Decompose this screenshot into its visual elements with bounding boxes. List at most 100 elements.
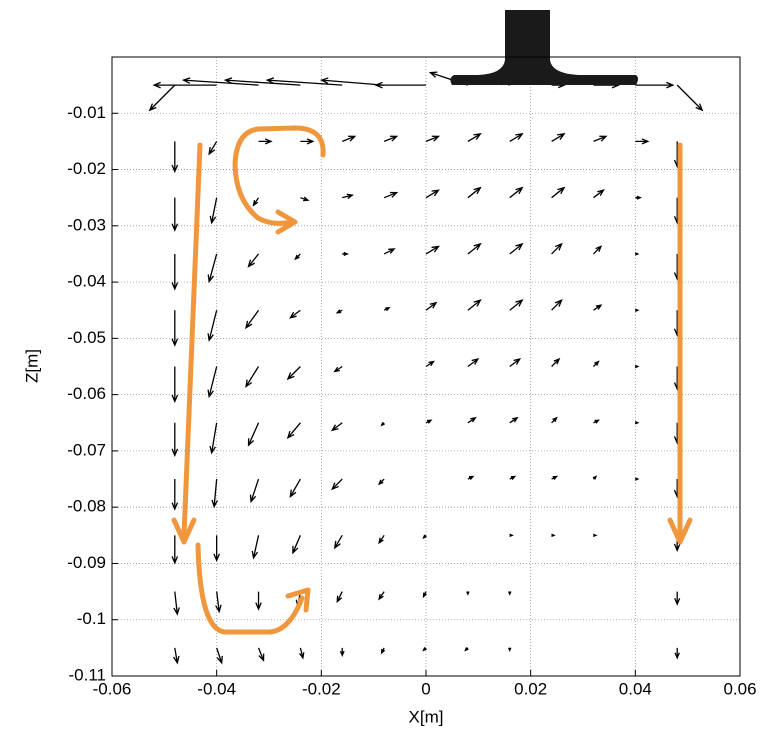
velocity-vector (508, 647, 512, 653)
velocity-vector (333, 534, 343, 550)
velocity-vector (467, 416, 477, 424)
velocity-vector (289, 309, 301, 319)
x-tick-label: 0 (421, 679, 430, 698)
velocity-vector (425, 135, 441, 143)
y-axis-label: Z[m] (22, 349, 41, 383)
velocity-vector (249, 478, 260, 504)
velocity-vector (509, 533, 514, 538)
y-tick-label: -0.08 (67, 497, 106, 516)
velocity-vector (247, 253, 260, 268)
velocity-vector (676, 84, 704, 112)
annotation-arrowhead (285, 587, 311, 613)
velocity-vector (422, 591, 427, 599)
nozzle (450, 10, 638, 85)
velocity-vector (173, 647, 180, 665)
velocity-vector (213, 535, 220, 562)
velocity-vector (171, 197, 179, 232)
velocity-vector (634, 364, 640, 369)
velocity-vector (551, 133, 566, 142)
velocity-vector (551, 242, 563, 255)
velocity-vector (674, 647, 680, 660)
velocity-vector (171, 253, 179, 291)
velocity-vector (171, 366, 179, 404)
y-tick-label: -0.01 (67, 103, 106, 122)
velocity-vector (467, 357, 480, 368)
velocity-vector (634, 252, 640, 256)
velocity-vector (634, 477, 640, 481)
velocity-vector (252, 197, 260, 207)
velocity-vector (422, 647, 427, 652)
velocity-vector (209, 422, 218, 455)
velocity-vector (508, 591, 512, 596)
velocity-vector (342, 193, 354, 200)
velocity-vector (331, 478, 343, 491)
velocity-vector (509, 416, 519, 424)
velocity-vector (374, 81, 426, 89)
velocity-vector (383, 135, 399, 143)
velocity-vector (173, 591, 180, 616)
velocity-vector (300, 138, 315, 145)
velocity-vector (634, 308, 640, 312)
velocity-vector (333, 365, 343, 373)
velocity-vector (286, 366, 301, 381)
velocity-vector (245, 309, 260, 330)
velocity-vector (674, 591, 681, 606)
velocity-vector (383, 248, 396, 255)
velocity-vector (467, 299, 482, 311)
velocity-vector (467, 242, 482, 255)
velocity-vector (509, 357, 522, 368)
velocity-vector (335, 309, 343, 314)
velocity-vector (467, 133, 482, 142)
velocity-vector (425, 245, 440, 255)
velocity-vector (467, 475, 475, 480)
velocity-vector (635, 195, 643, 200)
x-tick-label: -0.04 (197, 679, 236, 698)
annotation-arrow (232, 125, 326, 226)
velocity-vector (592, 475, 598, 480)
velocity-vector (509, 186, 524, 199)
velocity-vector (209, 197, 218, 225)
annotation-arrowhead (275, 209, 298, 235)
velocity-vector (593, 304, 603, 311)
x-tick-label: -0.02 (302, 679, 341, 698)
velocity-vector (148, 84, 176, 112)
velocity-vector (425, 419, 433, 424)
velocity-vector (152, 81, 217, 89)
x-tick-label: 0.06 (723, 679, 756, 698)
annotation-arrow (195, 542, 305, 635)
velocity-vector (551, 299, 563, 311)
velocity-vector (207, 366, 218, 399)
velocity-vector (208, 141, 218, 156)
velocity-vector (635, 138, 650, 145)
velocity-vector (378, 591, 385, 601)
velocity-vector (251, 535, 260, 560)
velocity-vector (181, 77, 259, 86)
y-tick-label: -0.07 (67, 440, 106, 459)
velocity-vector (336, 591, 343, 604)
velocity-vector (171, 141, 179, 174)
velocity-vector (380, 422, 385, 427)
velocity-vector (171, 310, 179, 347)
velocity-vector (425, 360, 435, 368)
velocity-vector (593, 419, 600, 424)
velocity-vector (467, 186, 482, 199)
velocity-vector (551, 416, 558, 424)
velocity-vector (593, 533, 598, 538)
velocity-vector (319, 77, 385, 86)
y-tick-label: -0.04 (67, 272, 106, 291)
velocity-vector (300, 196, 310, 202)
velocity-vector (551, 533, 556, 538)
y-tick-label: -0.11 (69, 665, 107, 684)
velocity-vector (380, 647, 386, 655)
velocity-vector (215, 591, 222, 614)
y-tick-label: -0.05 (67, 328, 106, 347)
velocity-vector (289, 478, 301, 498)
annotation-arrowhead (667, 517, 693, 545)
velocity-vector (635, 81, 675, 89)
velocity-vector (634, 421, 640, 425)
velocity-vector (171, 535, 179, 565)
velocity-vector (171, 479, 179, 511)
velocity-vector (593, 135, 608, 143)
